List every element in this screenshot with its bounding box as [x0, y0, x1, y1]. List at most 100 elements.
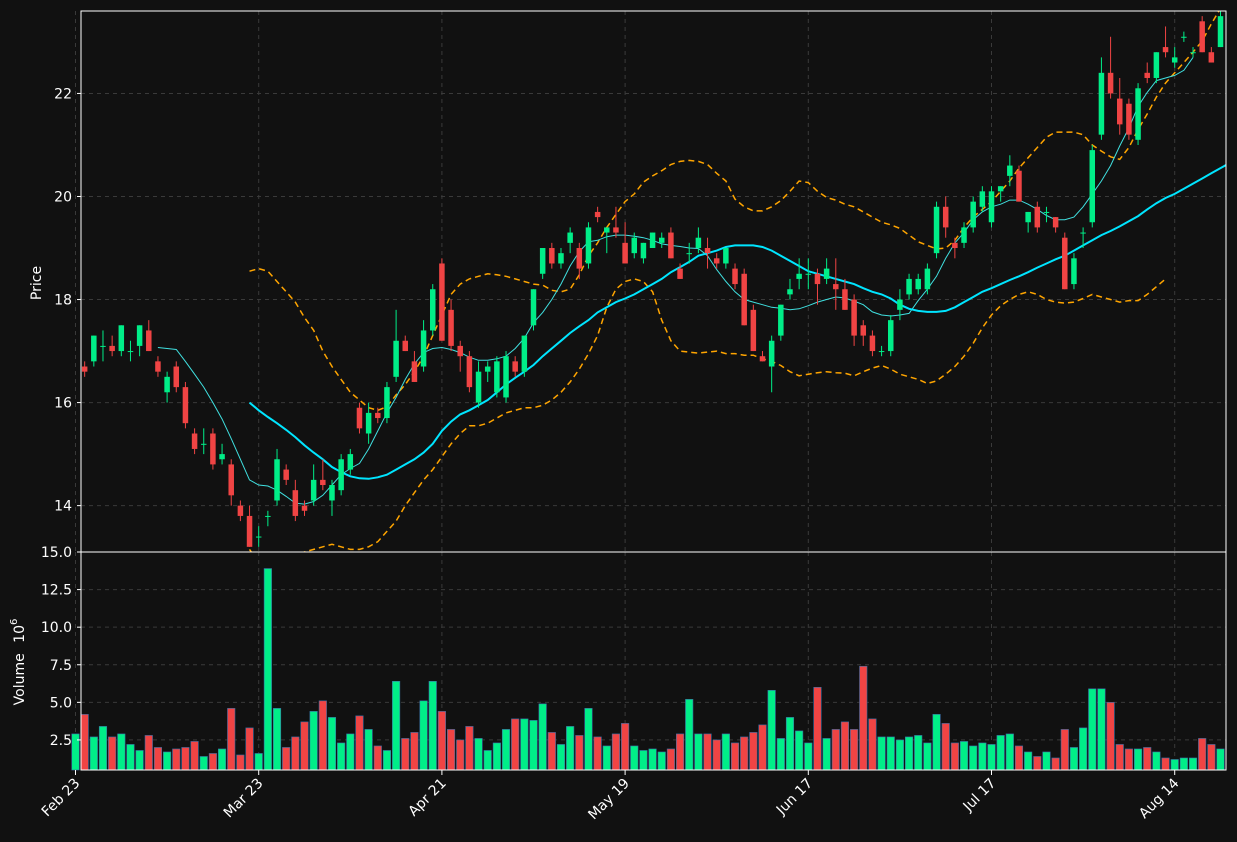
volume-bar	[501, 729, 511, 771]
volume-bar	[566, 726, 575, 771]
candle	[823, 258, 830, 285]
candle-body	[448, 309, 454, 346]
candle-body	[301, 505, 308, 511]
candle	[146, 320, 152, 352]
volume-bar	[1051, 757, 1060, 771]
candle	[933, 201, 940, 259]
candle	[970, 196, 976, 233]
candle	[869, 330, 876, 357]
volume-bar	[1188, 757, 1198, 771]
candle-body	[1007, 165, 1013, 176]
volume-bar	[950, 742, 959, 771]
volume-bar	[959, 741, 969, 771]
candle-body	[1217, 16, 1224, 48]
candle	[1199, 16, 1205, 53]
candle	[1171, 47, 1178, 68]
candle-body	[787, 289, 793, 295]
candle	[713, 253, 720, 269]
volume-bar	[721, 733, 730, 771]
candle-body	[713, 258, 720, 264]
volume-bar	[923, 742, 932, 771]
volume-bar	[538, 703, 547, 771]
candle	[805, 258, 812, 290]
volume-bar	[987, 744, 996, 771]
candle-body	[200, 443, 207, 445]
candle-body	[915, 278, 921, 290]
candle	[988, 186, 995, 228]
volume-panel-frame	[80, 551, 1227, 771]
volume-axis-exponent: 6	[9, 619, 20, 625]
candle	[136, 325, 143, 357]
volume-bar	[630, 745, 639, 771]
volume-bar	[996, 735, 1005, 771]
volume-bar	[639, 750, 648, 771]
volume-bar	[1152, 751, 1161, 771]
candle-body	[530, 289, 537, 326]
candle-body	[851, 299, 857, 336]
candle	[549, 242, 555, 269]
candle-body	[1208, 52, 1215, 63]
candle	[1098, 57, 1105, 140]
candle	[100, 330, 106, 362]
candle	[1062, 232, 1068, 290]
volume-axis-label: Volume 106	[9, 619, 28, 706]
price-y-ticks: 14 16 18 20 22	[54, 86, 81, 515]
candle-body	[668, 232, 674, 259]
candle-body	[338, 459, 344, 491]
candle-body	[475, 371, 482, 403]
candle	[1181, 31, 1187, 42]
candle-body	[942, 206, 949, 228]
candle	[961, 222, 967, 249]
price-y-tick-label: 18	[54, 293, 72, 309]
volume-bar	[657, 751, 666, 771]
volume-axis-label-base: 10	[12, 625, 28, 643]
candle	[1043, 206, 1050, 223]
volume-bar	[327, 717, 337, 771]
candle-body	[1144, 72, 1150, 78]
candle	[402, 335, 409, 352]
volume-bar	[309, 711, 318, 771]
candle	[658, 232, 665, 249]
volume-bar	[730, 742, 740, 771]
candle-body	[952, 242, 958, 249]
volume-bar	[712, 739, 721, 771]
candle	[1217, 11, 1224, 48]
candle-body	[100, 345, 106, 347]
candle-body	[631, 237, 638, 254]
candle	[173, 361, 180, 393]
candle	[118, 325, 125, 357]
volume-bar	[611, 733, 620, 771]
volume-bar	[208, 753, 217, 771]
candle	[375, 407, 381, 424]
candle-body	[292, 490, 299, 516]
candle	[750, 304, 757, 352]
candle-body	[484, 366, 491, 372]
candle-body	[686, 253, 692, 255]
candle	[640, 242, 647, 264]
candle-body	[622, 242, 628, 264]
volume-bar	[1014, 745, 1024, 771]
candle	[906, 273, 912, 300]
volume-bar	[593, 736, 602, 771]
candle	[704, 237, 711, 269]
volume-bar	[135, 750, 144, 771]
volume-bar	[895, 739, 904, 771]
volume-bar	[850, 729, 859, 771]
volume-bar	[914, 735, 923, 771]
candle	[347, 448, 354, 475]
candle-body	[1199, 21, 1205, 53]
candle-body	[384, 387, 390, 419]
price-axis-label: Price	[29, 266, 45, 300]
candle	[411, 351, 418, 382]
candle-body	[860, 325, 867, 336]
volume-bar	[282, 747, 291, 771]
price-y-tick-label: 16	[54, 396, 72, 412]
volume-bar	[831, 729, 840, 771]
candle-body	[439, 263, 445, 341]
candle	[924, 263, 931, 295]
volume-bar	[1060, 729, 1069, 771]
candle	[723, 248, 729, 269]
candle-body	[768, 340, 775, 367]
candle-body	[118, 325, 125, 352]
